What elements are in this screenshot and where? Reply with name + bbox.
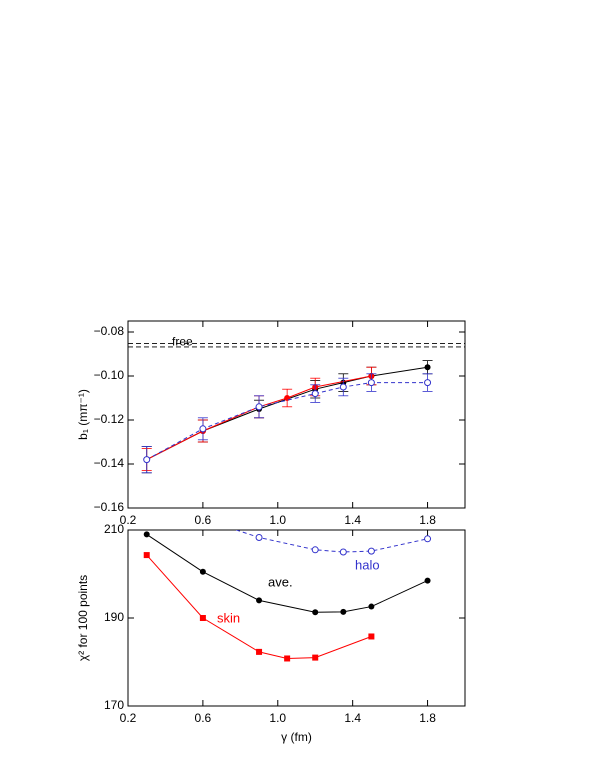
y-tick-label: 190 — [104, 610, 124, 624]
series-line — [146, 366, 428, 461]
marker — [311, 390, 319, 398]
y-tick-label: −0.16 — [94, 500, 125, 514]
marker — [424, 364, 431, 371]
marker — [339, 383, 347, 391]
marker — [312, 654, 319, 661]
marker — [311, 546, 319, 554]
series-line — [146, 375, 372, 461]
plot-frame — [127, 320, 466, 509]
series-line — [146, 554, 372, 659]
plot-frame — [127, 529, 466, 707]
x-tick-label: 1.8 — [419, 711, 436, 725]
series-label: ave. — [268, 574, 293, 589]
marker — [255, 533, 263, 541]
y-axis-label: χ² for 100 points — [76, 575, 90, 661]
marker — [143, 552, 150, 559]
marker — [367, 379, 375, 387]
y-tick-label: 210 — [104, 522, 124, 536]
marker — [199, 425, 207, 433]
marker — [339, 548, 347, 556]
marker — [424, 379, 432, 387]
reference-label: free — [172, 335, 193, 349]
marker — [143, 456, 151, 464]
series-line — [234, 530, 428, 553]
marker — [199, 568, 206, 575]
x-tick-label: 1.0 — [269, 711, 286, 725]
plot-area — [143, 530, 432, 662]
x-tick-label: 0.2 — [120, 513, 137, 527]
marker — [367, 547, 375, 555]
plot-area — [128, 343, 465, 474]
marker — [143, 531, 150, 538]
x-tick-label: 0.6 — [195, 513, 212, 527]
marker — [424, 535, 432, 543]
series-label: skin — [217, 610, 240, 625]
marker — [255, 403, 263, 411]
marker — [256, 648, 263, 655]
y-tick-label: −0.10 — [94, 368, 125, 382]
marker — [368, 633, 375, 640]
y-axis-label: b₁ (mπ⁻¹) — [76, 389, 90, 440]
x-tick-label: 1.0 — [269, 513, 286, 527]
marker — [256, 597, 263, 604]
marker — [284, 655, 291, 662]
marker — [368, 603, 375, 610]
series-label: halo — [355, 557, 380, 572]
x-axis-label: γ (fm) — [281, 730, 312, 744]
y-tick-label: −0.12 — [94, 412, 125, 426]
x-tick-label: 1.4 — [344, 711, 361, 725]
x-tick-label: 1.4 — [344, 513, 361, 527]
y-tick-label: −0.08 — [94, 324, 125, 338]
y-tick-label: −0.14 — [94, 456, 125, 470]
x-tick-label: 1.8 — [419, 513, 436, 527]
marker — [340, 608, 347, 615]
x-tick-label: 0.6 — [195, 711, 212, 725]
marker — [199, 615, 206, 621]
y-tick-label: 170 — [104, 698, 124, 712]
series-line — [146, 533, 428, 613]
marker — [424, 577, 431, 584]
marker — [312, 609, 319, 616]
x-tick-label: 0.2 — [120, 711, 137, 725]
